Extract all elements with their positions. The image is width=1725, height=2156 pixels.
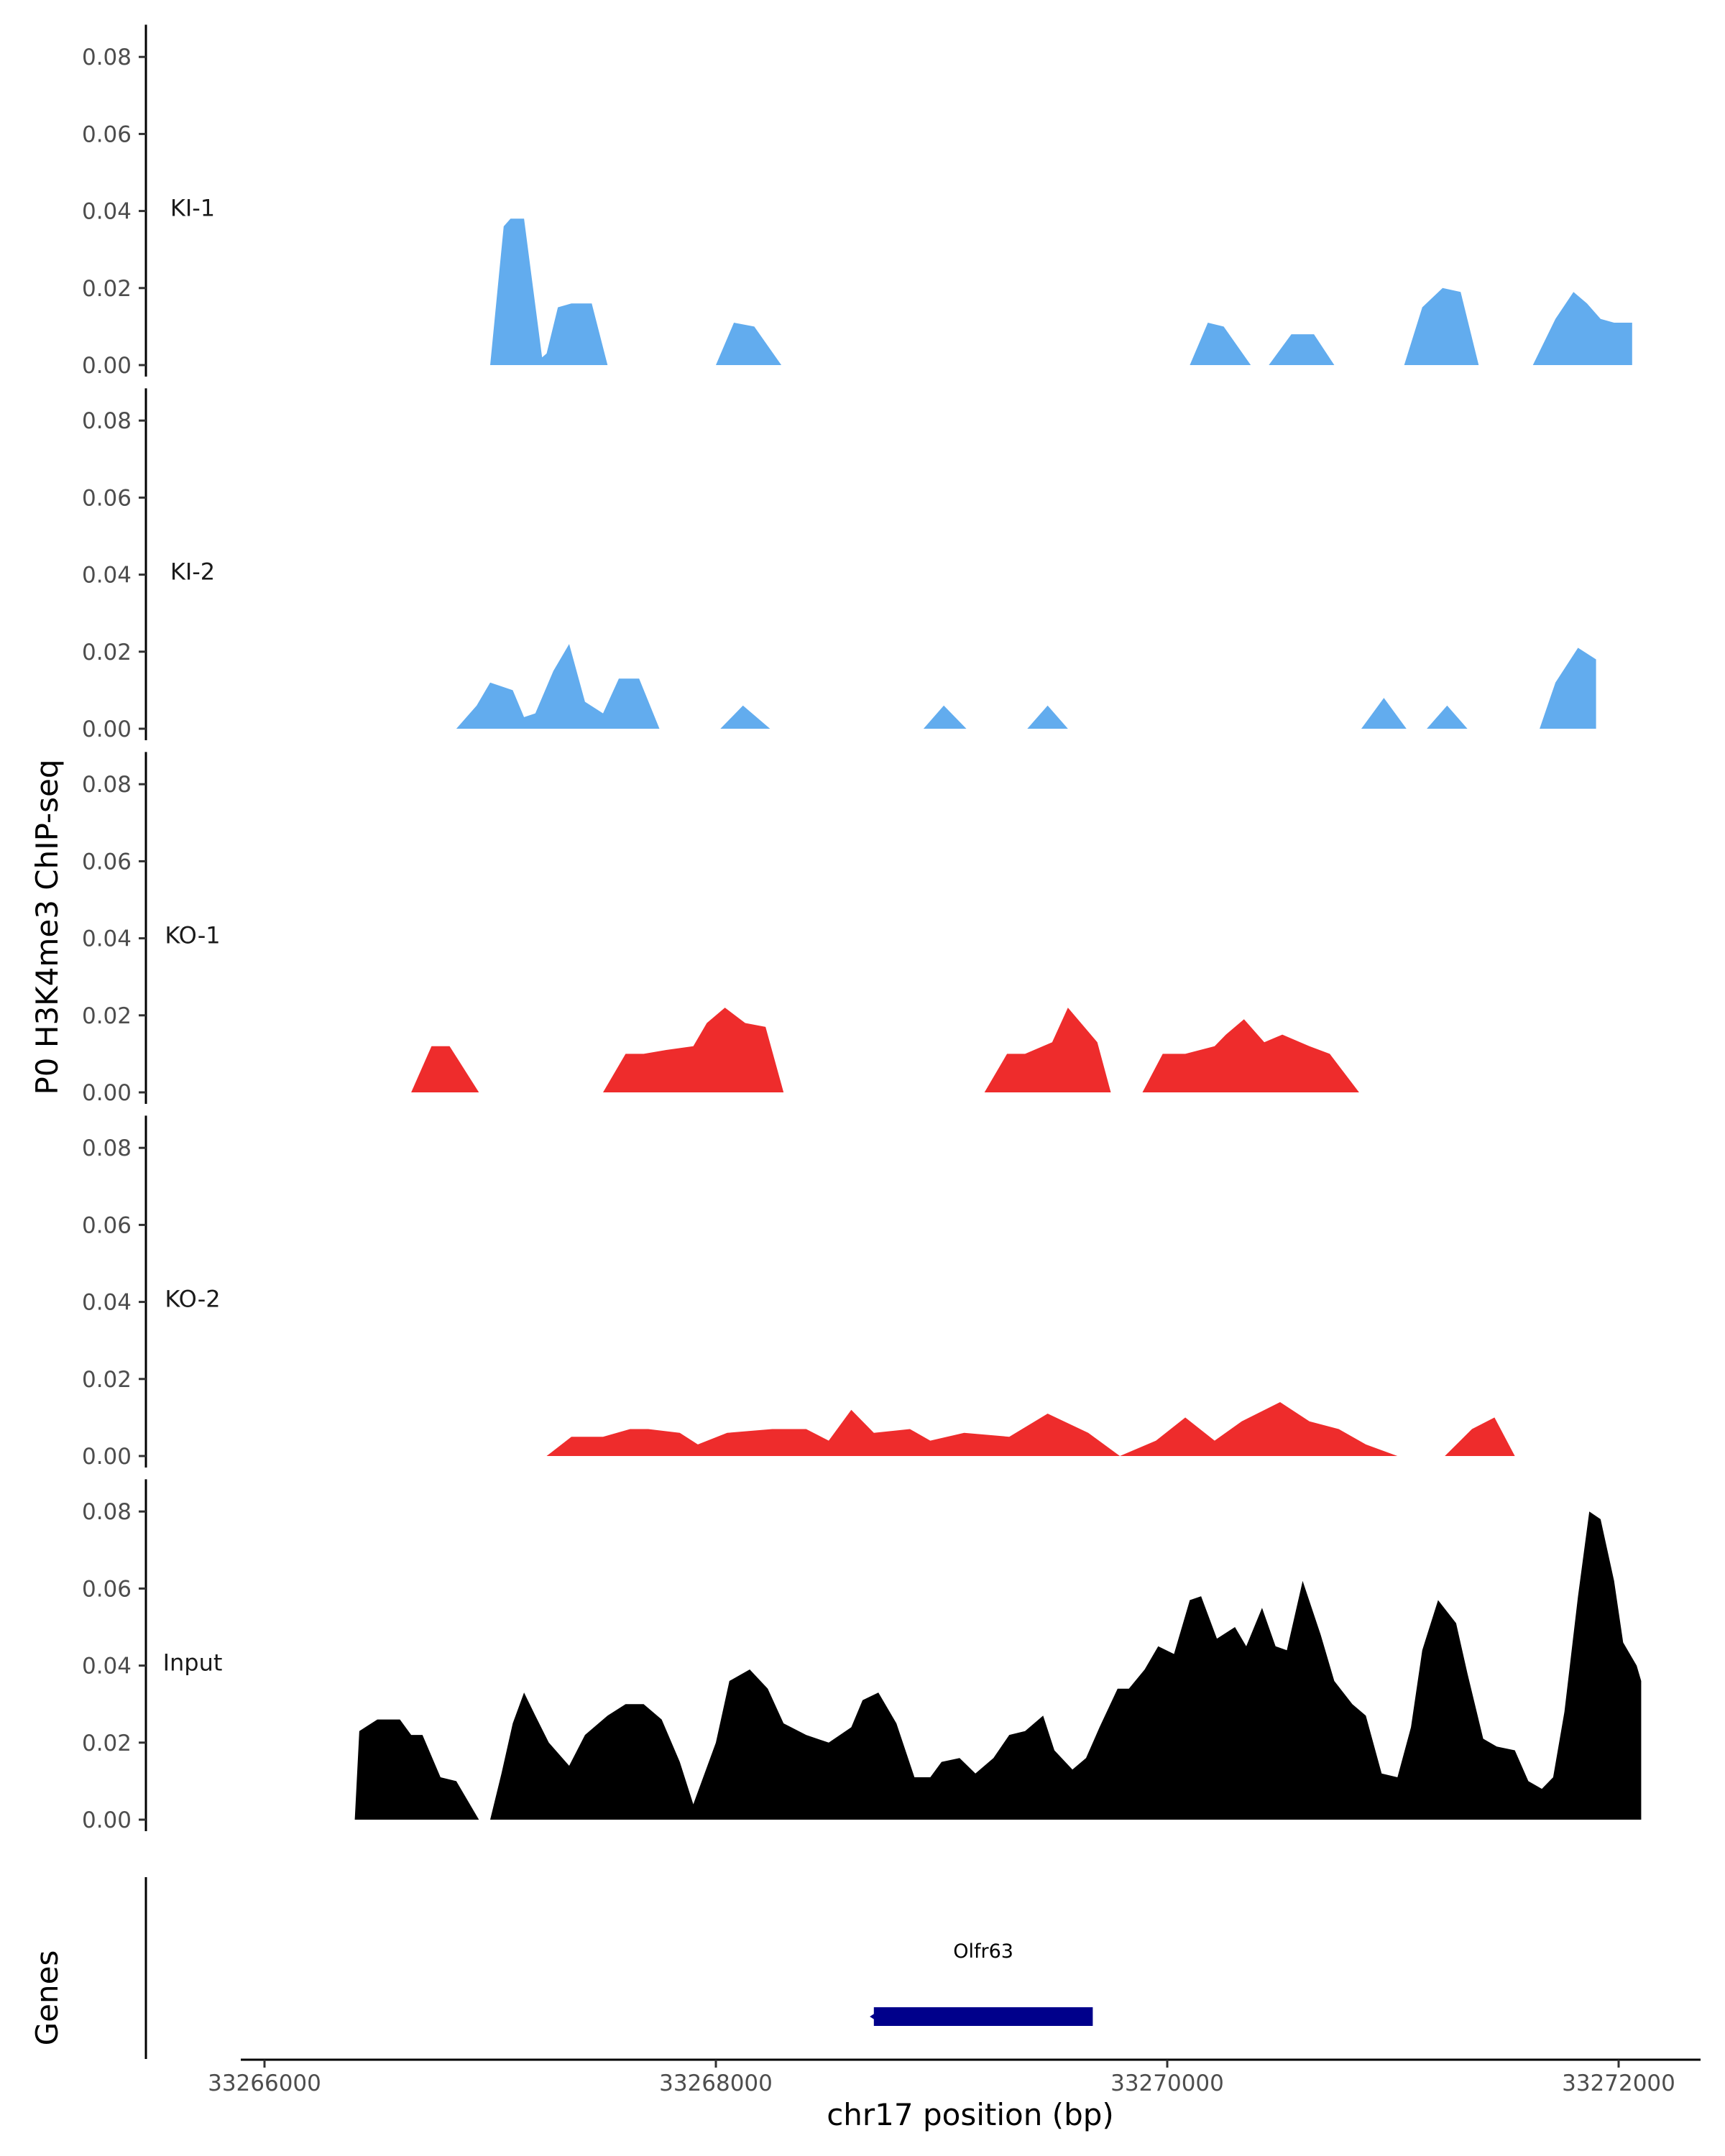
- signal-area: [1120, 1402, 1398, 1456]
- strand-arrow-icon: [870, 2009, 883, 2024]
- y-tick-label: 0.06: [82, 121, 132, 147]
- y-tick-label: 0.04: [82, 1654, 132, 1680]
- x-tick-label: 33266000: [208, 2070, 321, 2096]
- x-tick-label: 33270000: [1110, 2070, 1224, 2096]
- track-input: 0.00 0.02 0.04 0.06 0.08 Input: [82, 1479, 1642, 1833]
- y-tick-label: 0.00: [82, 353, 132, 379]
- y-tick-label: 0.02: [82, 640, 132, 665]
- signal-area: [1540, 648, 1596, 729]
- signal-area: [1361, 698, 1407, 729]
- y-tick-label: 0.02: [82, 276, 132, 302]
- tracks-layer: 0.00 0.02 0.04 0.06 0.08 KI-1 0.00 0.02 0.04 0.06…: [82, 24, 1642, 1833]
- y-axis-title: P0 H3K4me3 ChIP-seq: [29, 759, 65, 1095]
- track-label: KI-1: [170, 195, 215, 222]
- signal-area: [1445, 1417, 1515, 1456]
- y-tick-label: 0.00: [82, 1080, 132, 1106]
- signal-area: [490, 1511, 1642, 1820]
- y-tick-label: 0.02: [82, 1731, 132, 1756]
- track-label: KO-2: [165, 1286, 220, 1313]
- gene-label: Olfr63: [953, 1940, 1013, 1963]
- signal-area: [716, 323, 782, 365]
- track-label: Input: [163, 1649, 223, 1677]
- y-tick-label: 0.08: [82, 1499, 132, 1525]
- y-tick-label: 0.06: [82, 849, 132, 875]
- track-label: KO-1: [165, 922, 220, 949]
- signal-area: [1404, 287, 1479, 365]
- signal-area: [923, 705, 967, 729]
- signal-area: [456, 644, 660, 729]
- y-tick-label: 0.04: [82, 563, 132, 589]
- genes-axis-title: Genes: [29, 1950, 65, 2046]
- y-tick-label: 0.00: [82, 717, 132, 742]
- y-tick-label: 0.08: [82, 772, 132, 798]
- x-tick-label: 33268000: [659, 2070, 773, 2096]
- x-axis: 33266000 33268000 33270000 33272000: [208, 2058, 1701, 2096]
- signal-area: [1190, 323, 1251, 365]
- y-tick-label: 0.00: [82, 1807, 132, 1833]
- signal-area: [354, 1719, 479, 1820]
- y-tick-label: 0.02: [82, 1003, 132, 1029]
- y-tick-label: 0.08: [82, 408, 132, 434]
- signal-area: [1142, 1019, 1359, 1092]
- y-tick-label: 0.04: [82, 926, 132, 952]
- x-tick-label: 33272000: [1562, 2070, 1675, 2096]
- signal-area: [720, 705, 770, 729]
- y-tick-label: 0.04: [82, 199, 132, 225]
- signal-area: [1427, 705, 1468, 729]
- y-tick-label: 0.06: [82, 1212, 132, 1238]
- track-ko-1: 0.00 0.02 0.04 0.06 0.08 KO-1: [82, 752, 1359, 1106]
- gene-olfr63: Olfr63: [870, 1940, 1093, 2026]
- track-ki-1: 0.00 0.02 0.04 0.06 0.08 KI-1: [82, 24, 1632, 379]
- signal-area: [984, 1008, 1111, 1092]
- y-tick-label: 0.06: [82, 1576, 132, 1602]
- signal-area: [603, 1008, 784, 1092]
- signal-area: [1269, 334, 1335, 365]
- track-ko-2: 0.00 0.02 0.04 0.06 0.08 KO-2: [82, 1115, 1515, 1470]
- signal-area: [411, 1046, 479, 1092]
- y-tick-label: 0.06: [82, 485, 132, 511]
- track-label: KI-2: [170, 558, 215, 586]
- y-tick-label: 0.02: [82, 1367, 132, 1393]
- genes-panel: Olfr63: [144, 1877, 1093, 2059]
- y-tick-label: 0.00: [82, 1444, 132, 1470]
- gene-body: [873, 2007, 1093, 2026]
- y-tick-label: 0.04: [82, 1290, 132, 1316]
- signal-area: [1027, 705, 1068, 729]
- signal-area: [1532, 292, 1632, 365]
- y-tick-label: 0.08: [82, 45, 132, 70]
- track-ki-2: 0.00 0.02 0.04 0.06 0.08 KI-2: [82, 388, 1596, 742]
- y-tick-label: 0.08: [82, 1135, 132, 1161]
- signal-area: [546, 1409, 1121, 1456]
- x-axis-title: chr17 position (bp): [827, 2097, 1114, 2132]
- signal-area: [490, 218, 608, 365]
